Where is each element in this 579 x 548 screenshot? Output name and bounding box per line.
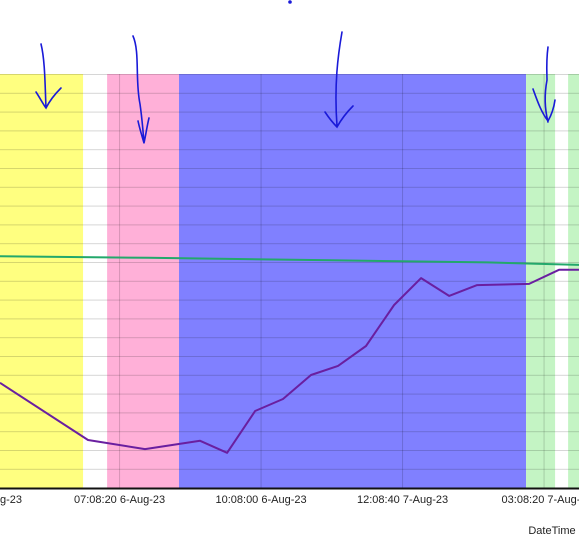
arrow: [132, 35, 150, 144]
series-line: [0, 268, 579, 454]
hand-drawn-arrows: [35, 0, 556, 144]
x-ticks: g-23 07:08:20 6-Aug-23 10:08:00 6-Aug-23 12…: [0, 494, 579, 506]
horizontal-grid: [0, 74, 579, 488]
x-tick-label: 10:08:00 6-Aug-23: [215, 494, 306, 506]
arrow: [532, 46, 556, 123]
x-tick-label: g-23: [0, 494, 22, 506]
series-line: [0, 255, 579, 266]
x-axis-label: DateTime: [528, 525, 575, 537]
dot: [288, 0, 292, 4]
x-tick-label: 03:08:20 7-Aug-2: [502, 494, 579, 506]
lines: [0, 255, 579, 454]
arrow: [324, 31, 354, 129]
arrow: [35, 43, 62, 110]
x-tick-label: 07:08:20 6-Aug-23: [74, 494, 165, 506]
vertical-grid: [119, 74, 545, 488]
x-tick-label: 12:08:40 7-Aug-23: [357, 494, 448, 506]
